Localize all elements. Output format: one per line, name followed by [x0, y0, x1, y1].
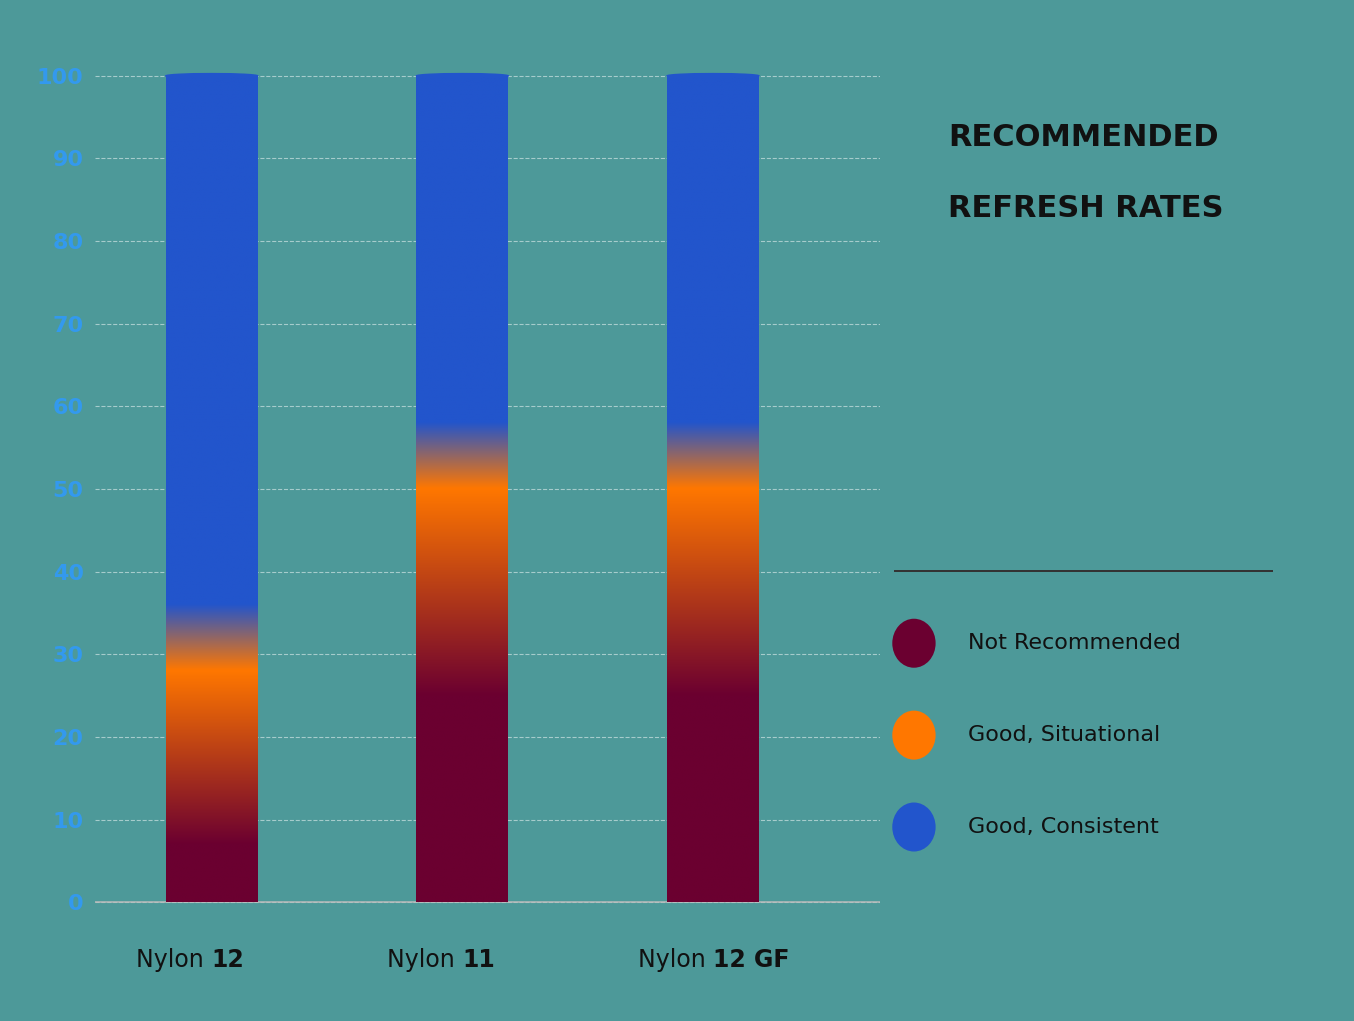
Circle shape — [417, 74, 508, 79]
Text: REFRESH RATES: REFRESH RATES — [948, 194, 1223, 223]
Text: 12: 12 — [211, 947, 245, 972]
Text: Good, Consistent: Good, Consistent — [968, 817, 1159, 837]
Text: Nylon: Nylon — [137, 947, 211, 972]
Circle shape — [668, 74, 760, 79]
Text: Good, Situational: Good, Situational — [968, 725, 1160, 745]
Ellipse shape — [892, 803, 936, 852]
Text: 12 GF: 12 GF — [714, 947, 789, 972]
Text: Nylon: Nylon — [638, 947, 714, 972]
Text: RECOMMENDED: RECOMMENDED — [948, 123, 1219, 151]
Circle shape — [165, 74, 257, 79]
Ellipse shape — [892, 711, 936, 760]
Text: Not Recommended: Not Recommended — [968, 633, 1181, 653]
Text: 11: 11 — [462, 947, 496, 972]
Text: Nylon: Nylon — [387, 947, 462, 972]
Ellipse shape — [892, 619, 936, 668]
